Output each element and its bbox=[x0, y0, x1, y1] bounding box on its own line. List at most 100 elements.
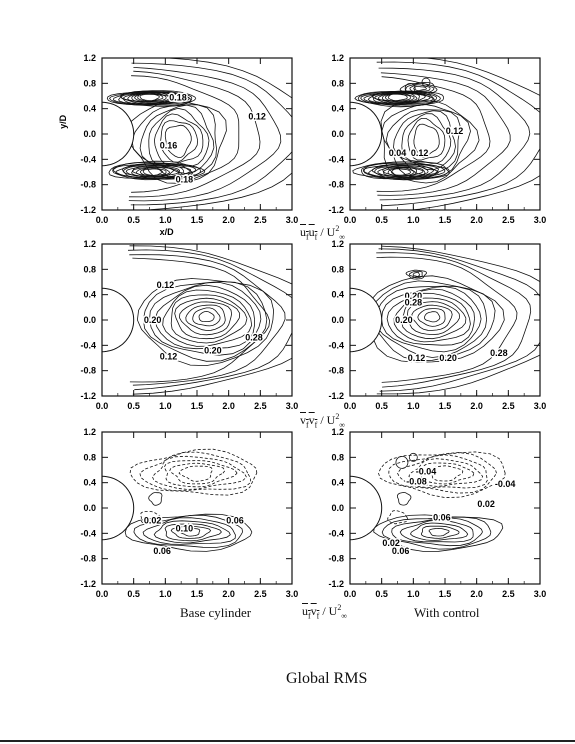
page-bottom-rule bbox=[0, 740, 575, 742]
figure-title: Global RMS bbox=[286, 670, 368, 687]
y-tick-label: 0.8 bbox=[83, 264, 96, 274]
contour-label: 0.10 bbox=[176, 523, 194, 533]
y-tick-label: -0.8 bbox=[80, 366, 96, 376]
contour-line bbox=[408, 458, 484, 487]
contour-line bbox=[382, 166, 424, 177]
y-tick-label: 1.2 bbox=[331, 427, 344, 437]
cylinder-outline bbox=[350, 475, 383, 541]
contour-line bbox=[401, 113, 452, 164]
x-tick-label: 3.0 bbox=[534, 401, 547, 411]
contour-line bbox=[407, 301, 460, 336]
contour-line bbox=[384, 93, 412, 102]
contour-line bbox=[376, 245, 540, 395]
contour-label: 0.20 bbox=[204, 345, 222, 355]
x-tick-label: 0.5 bbox=[127, 401, 140, 411]
panel-4: 0.0 0.5 1.0 1.5 2.0 2.5 3.0 1.2 0.8 0.4 0.0 -0.4 -0.… bbox=[328, 239, 547, 411]
contour-line bbox=[178, 465, 213, 482]
contour-line bbox=[407, 118, 446, 161]
contour-loop bbox=[408, 452, 418, 462]
y-tick-label: -0.8 bbox=[80, 554, 96, 564]
y-tick-label: 1.2 bbox=[83, 427, 96, 437]
panel-5: 0.0 0.5 1.0 1.5 2.0 2.5 3.0 1.2 0.8 0.4 0.0 -0.4 -0.… bbox=[80, 427, 298, 599]
cylinder-outline bbox=[102, 287, 135, 353]
contour-line bbox=[128, 67, 282, 202]
cylinder-outline bbox=[102, 101, 135, 167]
y-tick-label: -0.8 bbox=[328, 366, 344, 376]
contour-line bbox=[368, 163, 439, 179]
y-tick-label: 0.4 bbox=[331, 478, 344, 488]
y-tick-label: 1.2 bbox=[331, 239, 344, 249]
y-tick-label: -0.8 bbox=[328, 554, 344, 564]
contour-label: 0.02 bbox=[144, 516, 162, 526]
x-tick-label: 1.0 bbox=[159, 401, 172, 411]
contour-line bbox=[387, 510, 409, 525]
row1-quantity-label: ufuf / U2∞ bbox=[300, 224, 346, 242]
contour-label: 0.06 bbox=[226, 516, 244, 526]
contour-label: 0.18 bbox=[176, 175, 194, 185]
x-tick-label: 3.0 bbox=[286, 589, 299, 599]
contour-line bbox=[134, 92, 167, 102]
contour-line bbox=[376, 76, 491, 192]
y-tick-label: -0.4 bbox=[80, 154, 96, 164]
y-tick-label: -0.8 bbox=[80, 180, 96, 190]
y-tick-label: -0.4 bbox=[80, 340, 96, 350]
x-tick-label: 3.0 bbox=[286, 401, 299, 411]
row2-quantity-label: vfvf / U2∞ bbox=[300, 412, 346, 430]
y-tick-label: 1.2 bbox=[331, 53, 344, 63]
y-tick-label: -1.2 bbox=[80, 579, 96, 589]
x-tick-label: 1.5 bbox=[439, 589, 452, 599]
cylinder-outline bbox=[102, 475, 135, 541]
contour-line bbox=[369, 280, 496, 362]
contour-line bbox=[388, 452, 497, 494]
contour-line bbox=[428, 527, 450, 537]
x-tick-label: 3.0 bbox=[534, 589, 547, 599]
contour-line bbox=[131, 75, 240, 193]
contour-line bbox=[413, 123, 440, 158]
contour-label: 0.20 bbox=[439, 353, 457, 363]
caption-base-cylinder: Base cylinder bbox=[180, 605, 252, 620]
contour-line bbox=[413, 86, 427, 91]
contour-label: 0.20 bbox=[144, 315, 162, 325]
contour-line bbox=[124, 513, 253, 552]
contour-label: -0.04 bbox=[416, 466, 437, 476]
contour-line bbox=[367, 275, 505, 363]
contour-lines bbox=[350, 451, 506, 552]
contour-label: -0.04 bbox=[495, 479, 516, 489]
contour-label: 0.06 bbox=[433, 513, 451, 523]
contour-line bbox=[417, 308, 446, 327]
y-tick-label: -1.2 bbox=[328, 205, 344, 215]
contour-line bbox=[108, 90, 193, 106]
x-tick-label: 3.0 bbox=[534, 215, 547, 225]
y-tick-label: -1.2 bbox=[80, 205, 96, 215]
panel-3: 0.0 0.5 1.0 1.5 2.0 2.5 3.0 1.2 0.8 0.4 0.0 -0.4 -0.… bbox=[80, 239, 299, 411]
y-tick-label: 0.8 bbox=[83, 452, 96, 462]
x-tick-label: 0.5 bbox=[127, 215, 140, 225]
y-tick-label: 0.0 bbox=[83, 129, 96, 139]
contour-lines bbox=[350, 245, 540, 395]
contour-label: 0.12 bbox=[446, 126, 464, 136]
contour-label: 0.28 bbox=[245, 333, 263, 343]
contour-label: 0.16 bbox=[160, 140, 178, 150]
contour-line bbox=[160, 120, 198, 163]
contour-line bbox=[378, 67, 531, 201]
contour-label: 0.12 bbox=[408, 353, 426, 363]
x-tick-label: 0.0 bbox=[96, 215, 109, 225]
contour-line bbox=[401, 297, 467, 340]
x-tick-label: 1.5 bbox=[191, 401, 204, 411]
contour-line bbox=[391, 517, 483, 547]
y-tick-label: 0.4 bbox=[83, 104, 96, 114]
contour-label: -0.08 bbox=[406, 476, 427, 486]
contour-line bbox=[399, 519, 474, 543]
contour-line bbox=[151, 455, 248, 490]
contour-line bbox=[163, 460, 238, 488]
contour-line bbox=[387, 167, 415, 176]
x-tick-label: 0.0 bbox=[344, 401, 357, 411]
contour-line bbox=[133, 58, 292, 210]
contour-line bbox=[424, 311, 441, 323]
y-tick-label: -0.4 bbox=[80, 528, 96, 538]
x-tick-label: 2.5 bbox=[502, 589, 515, 599]
contour-label: 0.20 bbox=[395, 315, 413, 325]
x-tick-label: 2.0 bbox=[222, 215, 235, 225]
y-axis-label: y/D bbox=[58, 114, 68, 129]
contour-line bbox=[406, 58, 540, 210]
